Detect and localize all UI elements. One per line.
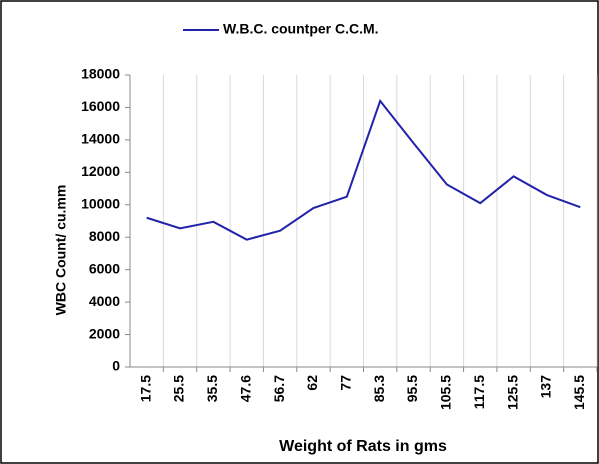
- y-tick-label: 12000: [81, 163, 120, 179]
- y-axis-label: WBC Count/ cu.mm: [53, 185, 69, 316]
- x-axis-label: Weight of Rats in gms: [279, 438, 447, 455]
- legend-label: W.B.C. countper C.C.M.: [223, 21, 379, 37]
- x-tick-label: 105.5: [438, 375, 454, 410]
- x-tick-label: 77: [338, 375, 354, 391]
- y-tick-label: 16000: [81, 98, 120, 114]
- y-tick-label: 14000: [81, 131, 120, 147]
- x-tick-label: 117.5: [471, 375, 487, 409]
- y-tick-label: 0: [112, 358, 120, 374]
- y-tick-label: 2000: [89, 325, 120, 341]
- y-tick-label: 8000: [89, 228, 120, 244]
- y-tick-label: 18000: [81, 66, 120, 82]
- x-tick-label: 25.5: [171, 375, 187, 402]
- series-line: [146, 98, 581, 241]
- x-tick-label: 95.5: [404, 375, 420, 402]
- y-tick-label: 6000: [89, 260, 120, 276]
- x-tick-label: 35.5: [204, 375, 220, 402]
- x-tick-label: 47.6: [237, 375, 253, 402]
- x-tick-label: 145.5: [571, 375, 587, 410]
- y-tick-label: 10000: [81, 195, 120, 211]
- y-tick-label: 4000: [89, 293, 120, 309]
- x-tick-label: 17.5: [137, 375, 153, 402]
- x-tick-label: 62: [304, 375, 320, 391]
- x-tick-label: 56.7: [271, 375, 287, 402]
- x-tick-label: 137: [538, 375, 554, 399]
- x-tick-label: 85.3: [371, 375, 387, 402]
- x-tick-label: 125.5: [504, 375, 520, 410]
